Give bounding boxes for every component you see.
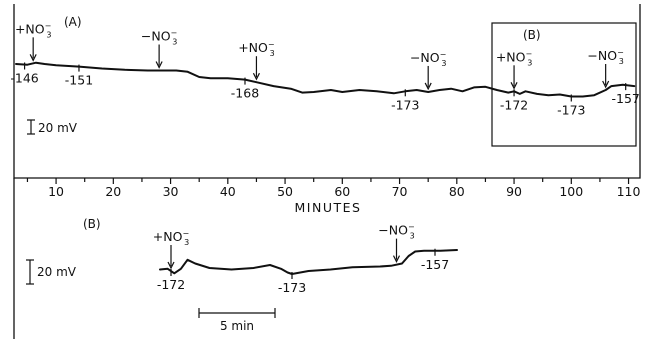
x-tick-label-60: 60	[334, 184, 350, 199]
panel-b-trace	[159, 249, 458, 275]
panel-b-value-label-2: -173	[278, 280, 306, 295]
panel-a-arrowhead-1	[29, 54, 37, 62]
panel-b-label: (B)	[83, 217, 101, 231]
panel-a-trace	[15, 61, 636, 98]
inset-label: (B)	[523, 28, 541, 42]
time-scale-bar-label: 5 min	[220, 319, 254, 333]
panel-a-frame	[13, 4, 641, 179]
x-tick-label-90: 90	[506, 184, 522, 199]
panel-a-arrowhead-2	[155, 61, 163, 69]
panel-a-arrowhead-4	[424, 82, 432, 91]
panel-a-arrowhead-3	[252, 72, 260, 81]
x-tick-label-10: 10	[48, 184, 64, 199]
panel-a-annotation-1: +NO− 3	[15, 21, 51, 39]
time-scale-bar	[198, 308, 276, 318]
panel-a-arrowhead-5	[510, 82, 518, 90]
x-tick-label-110: 110	[617, 184, 641, 199]
x-tick-label-50: 50	[277, 184, 293, 199]
panel-a-scale-bar	[27, 119, 35, 135]
panel-a-annotation-2: −NO− 3	[141, 29, 177, 47]
panel-b-arrowhead-2	[392, 255, 401, 263]
panel-b-value-label-1: -172	[157, 277, 185, 292]
panel-a-annotation-4: −NO− 3	[410, 50, 446, 68]
x-tick-label-20: 20	[105, 184, 121, 199]
panel-a-arrowhead-6	[602, 80, 610, 89]
panel-b: (B) +NO− 3 −NO− 3 -172 -173 -157 20 mV 5 min	[13, 178, 458, 339]
x-tick-label-40: 40	[220, 184, 236, 199]
x-axis: 10 20 30 40 50 60 70 80 90 100 110	[26, 178, 641, 199]
panel-b-scale-bar-label: 20 mV	[37, 265, 77, 279]
inset-box	[491, 22, 637, 147]
panel-a: (A) +NO− 3 −NO− 3 +NO− 3 −NO− 3 +NO− 3 −NO− 3 -146 -1…	[10, 4, 641, 215]
x-axis-label: MINUTES	[295, 200, 362, 215]
panel-a-value-label-1: -146	[10, 70, 38, 85]
x-tick-label-70: 70	[392, 184, 408, 199]
x-tick-label-30: 30	[163, 184, 179, 199]
panel-a-annotation-3: +NO− 3	[238, 40, 274, 58]
x-tick-label-80: 80	[449, 184, 465, 199]
panel-b-scale-bar	[26, 259, 34, 285]
panel-a-value-label-3: -168	[231, 86, 259, 101]
x-tick-label-100: 100	[559, 184, 583, 199]
panel-a-value-label-4: -173	[391, 97, 419, 112]
panel-a-value-label-5: -172	[500, 97, 528, 112]
panel-b-arrowhead-1	[167, 261, 175, 270]
panel-a-plot: +NO− 3 −NO− 3 +NO− 3 −NO− 3 +NO− 3 −NO− 3 -146 -151 -1…	[10, 21, 639, 117]
panel-a-label: (A)	[64, 15, 82, 29]
panel-a-annotation-5: +NO− 3	[496, 49, 532, 67]
panel-a-scale-bar-label: 20 mV	[38, 121, 78, 135]
panel-a-value-label-7: -157	[612, 91, 640, 106]
panel-b-value-label-3: -157	[421, 257, 449, 272]
panel-b-annotation-1: +NO− 3	[153, 229, 189, 247]
panel-a-value-label-6: -173	[557, 103, 585, 118]
panel-a-value-label-2: -151	[65, 73, 93, 88]
panel-a-annotation-6: −NO− 3	[587, 48, 623, 66]
panel-b-annotation-2: −NO− 3	[378, 223, 414, 241]
panel-b-plot: +NO− 3 −NO− 3 -172 -173 -157	[153, 223, 458, 295]
